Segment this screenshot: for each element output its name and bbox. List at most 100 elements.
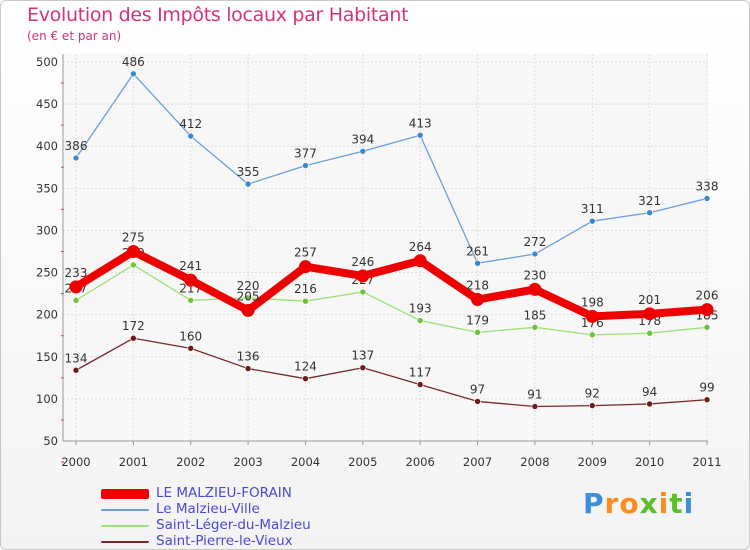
legend-swatch — [101, 489, 149, 499]
legend-label: Le Malzieu-Ville — [156, 501, 260, 517]
x-tick-label: 2008 — [520, 455, 549, 469]
x-tick-label: 2003 — [233, 455, 262, 469]
data-label-le-malzieu-forain: 218 — [466, 279, 489, 293]
data-point-le-malzieu-ville — [646, 209, 653, 217]
data-label-saint-pierre-le-vieux: 97 — [470, 382, 485, 396]
data-point-saint-l-ger-du-malzieu — [474, 329, 481, 336]
data-label-le-malzieu-forain: 205 — [237, 289, 260, 303]
data-point-saint-pierre-le-vieux — [474, 398, 481, 405]
x-tick-label: 2002 — [176, 455, 205, 469]
data-point-saint-pierre-le-vieux — [187, 345, 195, 352]
y-tick-label: 150 — [36, 350, 58, 364]
data-label-saint-pierre-le-vieux: 136 — [237, 350, 260, 364]
legend-label: Saint-Léger-du-Malzieu — [156, 517, 311, 533]
data-label-saint-l-ger-du-malzieu: 193 — [409, 302, 432, 316]
data-label-le-malzieu-forain: 230 — [523, 268, 546, 282]
data-point-le-malzieu-ville — [703, 195, 711, 202]
x-tick-label: 2005 — [348, 455, 377, 469]
plot-area — [63, 54, 708, 441]
x-tick-label: 2010 — [635, 455, 664, 469]
data-point-le-malzieu-ville — [588, 217, 596, 225]
data-label-saint-pierre-le-vieux: 92 — [585, 387, 600, 401]
y-tick-label: 200 — [36, 308, 58, 322]
data-point-le-malzieu-forain — [126, 245, 140, 258]
y-tick-label: 300 — [36, 223, 58, 237]
data-point-le-malzieu-forain — [356, 269, 370, 283]
data-point-le-malzieu-forain — [69, 280, 83, 294]
logo-letter: r — [604, 487, 620, 520]
data-label-saint-pierre-le-vieux: 94 — [642, 385, 657, 399]
data-point-le-malzieu-forain — [413, 254, 427, 268]
x-tick-label: 2001 — [119, 455, 148, 469]
data-label-le-malzieu-forain: 198 — [581, 295, 604, 309]
data-label-le-malzieu-forain: 201 — [638, 293, 661, 307]
logo-letter: P — [583, 487, 605, 520]
x-tick-label: 2007 — [463, 455, 492, 469]
y-tick-label: 250 — [36, 266, 58, 280]
chart-title: Evolution des Impôts locaux par Habitant — [27, 4, 409, 26]
x-tick-label: 2009 — [578, 455, 607, 469]
data-label-saint-l-ger-du-malzieu: 185 — [523, 308, 546, 322]
data-point-saint-l-ger-du-malzieu — [531, 323, 539, 331]
data-point-le-malzieu-forain — [184, 273, 198, 287]
data-point-saint-l-ger-du-malzieu — [703, 323, 711, 331]
x-tick-label: 2000 — [61, 455, 90, 469]
data-point-le-malzieu-ville — [187, 132, 195, 140]
series-line-le-malzieu-ville — [75, 73, 708, 264]
data-label-le-malzieu-ville: 311 — [581, 202, 604, 216]
data-label-saint-l-ger-du-malzieu: 220 — [237, 279, 260, 293]
y-tick-label: 400 — [36, 139, 58, 153]
series-line-saint-pierre-le-vieux — [75, 337, 708, 408]
data-point-saint-pierre-le-vieux — [244, 365, 252, 372]
legend-swatch — [101, 541, 149, 543]
data-label-le-malzieu-forain: 206 — [696, 289, 719, 303]
data-label-saint-l-ger-du-malzieu: 216 — [294, 282, 317, 296]
data-point-saint-pierre-le-vieux — [130, 334, 137, 342]
data-label-saint-pierre-le-vieux: 160 — [179, 329, 202, 343]
legend-swatch — [101, 525, 149, 527]
data-point-le-malzieu-ville — [531, 250, 539, 258]
data-point-saint-pierre-le-vieux — [302, 375, 309, 382]
data-point-le-malzieu-forain — [471, 293, 485, 307]
data-point-saint-l-ger-du-malzieu — [302, 297, 309, 305]
x-tick-label: 2006 — [406, 455, 435, 469]
logo-letter: i — [658, 487, 670, 520]
data-label-le-malzieu-forain: 233 — [65, 266, 88, 280]
logo-letter: o — [619, 487, 640, 520]
data-point-saint-pierre-le-vieux — [531, 403, 539, 410]
data-point-saint-pierre-le-vieux — [703, 396, 711, 404]
proxiti-logo: Proxiti — [583, 487, 694, 520]
data-label-le-malzieu-ville: 377 — [294, 147, 317, 161]
data-point-saint-l-ger-du-malzieu — [359, 288, 367, 296]
data-label-le-malzieu-ville: 386 — [65, 139, 88, 153]
data-label-le-malzieu-forain: 246 — [351, 255, 374, 269]
data-label-le-malzieu-ville: 321 — [638, 194, 661, 208]
y-tick-label: 350 — [36, 181, 58, 195]
logo-letter: i — [683, 487, 695, 520]
chart-subtitle: (en € et par an) — [27, 29, 122, 43]
data-label-le-malzieu-ville: 272 — [523, 235, 546, 249]
x-tick-label: 2011 — [692, 455, 721, 469]
data-label-saint-pierre-le-vieux: 172 — [122, 319, 145, 333]
data-point-le-malzieu-ville — [130, 70, 137, 78]
data-label-le-malzieu-ville: 412 — [179, 117, 202, 131]
data-point-le-malzieu-forain — [643, 307, 657, 321]
data-point-saint-pierre-le-vieux — [588, 402, 596, 409]
data-label-saint-pierre-le-vieux: 124 — [294, 360, 317, 374]
data-label-saint-pierre-le-vieux: 134 — [65, 351, 88, 365]
series-line-le-malzieu-forain — [72, 247, 711, 321]
y-tick-label: 50 — [43, 434, 58, 448]
data-label-le-malzieu-ville: 355 — [237, 165, 260, 179]
data-label-le-malzieu-ville: 413 — [409, 116, 432, 130]
data-label-le-malzieu-forain: 257 — [294, 246, 317, 260]
logo-letter: x — [639, 487, 659, 520]
data-label-le-malzieu-forain: 264 — [409, 240, 432, 254]
y-tick-label: 450 — [36, 97, 58, 111]
data-label-le-malzieu-ville: 394 — [351, 132, 374, 146]
data-label-saint-pierre-le-vieux: 137 — [351, 349, 374, 363]
data-point-le-malzieu-ville — [72, 154, 80, 162]
data-point-saint-l-ger-du-malzieu — [416, 317, 424, 324]
legend-label: Saint-Pierre-le-Vieux — [156, 533, 293, 549]
data-point-le-malzieu-forain — [298, 260, 312, 274]
